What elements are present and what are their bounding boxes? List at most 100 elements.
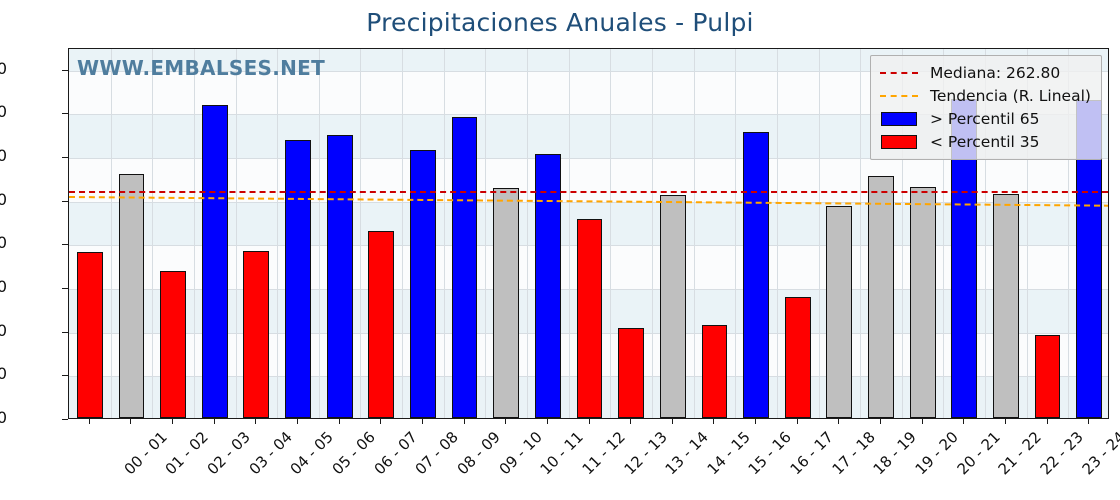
page-title: Precipitaciones Anuales - Pulpi xyxy=(366,8,754,37)
x-tick-mark xyxy=(588,419,590,424)
gridline-v xyxy=(943,49,944,418)
gridline-h xyxy=(69,158,1108,160)
x-tick-mark xyxy=(505,419,507,424)
x-tick-label: 18 - 19 xyxy=(869,428,921,479)
gridline-v xyxy=(777,49,778,418)
y-tick-mark xyxy=(62,69,68,71)
bar-19-20[interactable] xyxy=(868,176,894,418)
x-tick-label: 06 - 07 xyxy=(370,428,421,479)
gridline-v xyxy=(1068,49,1069,418)
x-tick-mark xyxy=(130,419,132,424)
gridline-v xyxy=(527,49,528,418)
gridline-v xyxy=(194,49,195,418)
x-tick-mark xyxy=(1088,419,1090,424)
x-tick-label: 23 - 24 xyxy=(1078,428,1120,479)
y-tick-label: 150 xyxy=(0,277,7,297)
legend-item-high: > Percentil 65 xyxy=(878,107,1094,130)
x-tick-label: 08 - 09 xyxy=(453,428,504,479)
y-tick-mark xyxy=(62,331,68,333)
bar-04-05[interactable] xyxy=(243,251,270,418)
bar-08-09[interactable] xyxy=(410,150,436,418)
x-tick-mark xyxy=(921,419,923,424)
gridline-v xyxy=(735,49,736,418)
bar-12-13[interactable] xyxy=(576,218,603,418)
x-tick-mark xyxy=(671,419,673,424)
bar-15-16[interactable] xyxy=(701,325,728,418)
bar-11-12[interactable] xyxy=(534,153,561,418)
x-tick-mark xyxy=(755,419,757,424)
y-tick-mark xyxy=(62,375,68,377)
legend-item-low: < Percentil 35 xyxy=(878,130,1094,153)
bar-13-14[interactable] xyxy=(618,328,645,418)
trend-dash-icon xyxy=(878,94,920,97)
bar-03-04[interactable] xyxy=(201,104,228,418)
bar-01-02[interactable] xyxy=(118,174,145,418)
gridline-v xyxy=(819,49,820,418)
bar-14-15[interactable] xyxy=(659,194,686,418)
gridline-v xyxy=(319,49,320,418)
legend-label-high: > Percentil 65 xyxy=(930,109,1040,128)
gridline-v xyxy=(402,49,403,418)
gridline-v xyxy=(610,49,611,418)
bar-20-21[interactable] xyxy=(909,186,936,418)
x-tick-mark xyxy=(421,419,423,424)
chart-legend[interactable]: Mediana: 262.80 Tendencia (R. Lineal) > … xyxy=(870,55,1102,160)
gridline-v xyxy=(985,49,986,418)
bar-06-07[interactable] xyxy=(326,135,353,418)
x-tick-mark xyxy=(963,419,965,424)
y-tick-mark xyxy=(62,113,68,115)
x-tick-mark xyxy=(213,419,215,424)
y-tick-mark xyxy=(62,157,68,159)
gridline-v xyxy=(485,49,486,418)
bar-05-06[interactable] xyxy=(285,139,311,418)
bar-00-01[interactable] xyxy=(76,252,103,418)
y-tick-mark xyxy=(62,419,68,420)
x-tick-label: 21 - 22 xyxy=(994,428,1046,479)
x-tick-mark xyxy=(630,419,632,424)
gridline-v xyxy=(569,49,570,418)
bar-17-18[interactable] xyxy=(784,296,811,418)
gridline-v xyxy=(1027,49,1028,418)
median-line xyxy=(69,190,1108,193)
bar-22-23[interactable] xyxy=(992,193,1019,418)
gridline-v xyxy=(277,49,278,418)
legend-item-trend: Tendencia (R. Lineal) xyxy=(878,84,1094,107)
x-tick-mark xyxy=(172,419,174,424)
x-tick-mark xyxy=(297,419,299,424)
x-tick-mark xyxy=(713,419,715,424)
y-tick-label: 250 xyxy=(0,189,7,209)
bar-16-17[interactable] xyxy=(743,131,769,418)
y-tick-label: 350 xyxy=(0,102,7,122)
legend-label-median: Mediana: 262.80 xyxy=(930,63,1061,82)
bar-09-10[interactable] xyxy=(451,116,478,418)
x-tick-label: 17 - 18 xyxy=(828,428,879,479)
legend-item-median: Mediana: 262.80 xyxy=(878,61,1094,84)
axis-band xyxy=(69,49,1108,71)
bar-07-08[interactable] xyxy=(368,231,395,418)
gridline-v xyxy=(694,49,695,418)
x-tick-label: 16 - 17 xyxy=(786,428,837,479)
x-tick-label: 22 - 23 xyxy=(1036,428,1087,479)
high-swatch-icon xyxy=(878,111,920,126)
y-tick-mark xyxy=(62,244,68,246)
x-tick-mark xyxy=(796,419,798,424)
x-tick-mark xyxy=(879,419,881,424)
x-tick-mark xyxy=(546,419,548,424)
x-tick-mark xyxy=(88,419,90,424)
bar-10-11[interactable] xyxy=(493,188,520,418)
gridline-h xyxy=(69,70,1108,72)
bar-18-19[interactable] xyxy=(826,205,853,418)
gridline-v xyxy=(860,49,861,418)
bar-02-03[interactable] xyxy=(160,271,186,418)
gridline-v xyxy=(360,49,361,418)
x-tick-mark xyxy=(338,419,340,424)
x-tick-mark xyxy=(838,419,840,424)
x-tick-label: 00 - 01 xyxy=(120,428,171,479)
x-tick-mark xyxy=(255,419,257,424)
x-tick-label: 14 - 15 xyxy=(703,428,754,479)
x-tick-mark xyxy=(380,419,382,424)
x-tick-label: 12 - 13 xyxy=(620,428,671,479)
bar-23-24[interactable] xyxy=(1034,335,1061,418)
x-tick-label: 09 - 10 xyxy=(495,428,546,479)
x-tick-label: 13 - 14 xyxy=(661,428,712,479)
